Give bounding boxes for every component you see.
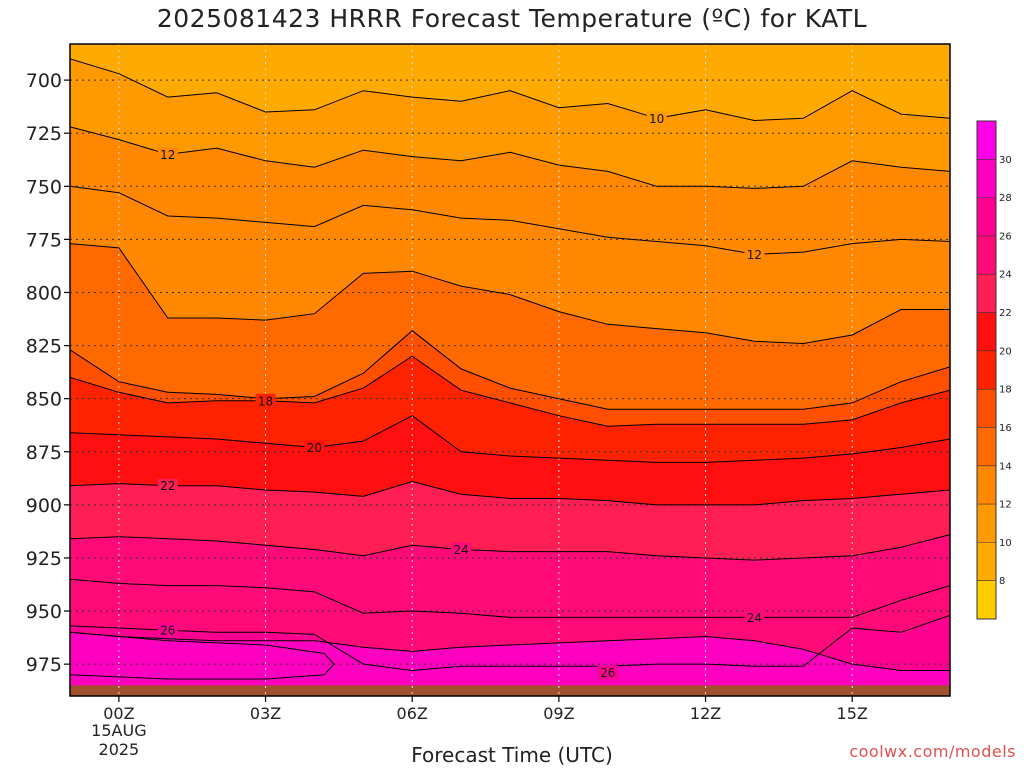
x-date-label-day: 15AUG [91, 721, 146, 740]
colorbar-label-18: 18 [999, 385, 1012, 396]
isotherm-22-7 [70, 480, 950, 506]
ground-surface [70, 685, 950, 696]
isotherm-12-2 [70, 185, 950, 255]
contour-label-9-bg [744, 610, 765, 625]
contour-label-7-bg [157, 478, 178, 493]
x-tick-label-15Z: 15Z [837, 704, 868, 723]
contour-label-1-bg [157, 147, 178, 162]
isotherm-14-3 [70, 243, 950, 345]
contour-label-2-bg [744, 247, 765, 262]
colorbar-label-12: 12 [999, 500, 1012, 511]
contour-label-8-bg [451, 542, 472, 557]
colorbar-segment-1 [977, 542, 996, 581]
colorbar-segment-0 [977, 580, 996, 619]
colorbar-label-28: 28 [999, 193, 1012, 204]
x-date-label-year: 2025 [99, 740, 140, 759]
y-tick-label-725: 725 [26, 123, 62, 145]
y-tick-label-975: 975 [26, 654, 62, 676]
colorbar-label-8: 8 [999, 576, 1005, 587]
isotherm-20-6 [70, 415, 950, 463]
isotherm-28-11 [70, 631, 950, 671]
plot-frame [69, 43, 951, 697]
contour-label-bottom: 26 [600, 666, 615, 680]
y-tick-label-950: 950 [26, 601, 62, 623]
contour-label-5-bg [255, 393, 276, 408]
colorbar-segment-11 [977, 159, 996, 198]
colorbar-label-24: 24 [999, 270, 1012, 281]
colorbar-label-10: 10 [999, 538, 1012, 549]
y-tick-label-800: 800 [26, 282, 62, 304]
contour-label-10-bg [157, 623, 178, 638]
isotherm-26-10 [70, 614, 950, 672]
colorbar-segment-9 [977, 235, 996, 275]
credit-text: coolwx.com/models [849, 742, 1016, 761]
colorbar-label-26: 26 [999, 231, 1012, 242]
isotherm-12-1 [70, 126, 950, 189]
warm-pocket-band [70, 632, 334, 679]
colorbar-segment-2 [977, 504, 996, 543]
contour-label-7: 22 [160, 479, 175, 493]
contour-label-6: 20 [307, 441, 322, 455]
colorbar-segment-12 [977, 121, 996, 160]
contour-label-bottom-bg [597, 665, 618, 680]
colorbar-frame [976, 120, 997, 620]
isotherm-18-5 [70, 355, 950, 427]
x-tick-label-03Z: 03Z [250, 704, 281, 723]
isotherm-warm-pocket [70, 631, 335, 680]
contour-label-9: 24 [747, 611, 762, 625]
colorbar-segment-6 [977, 350, 996, 390]
colorbar-label-30: 30 [999, 155, 1012, 166]
contour-label-10: 26 [160, 624, 175, 638]
y-tick-label-875: 875 [26, 442, 62, 464]
isotherm-24-8 [70, 534, 950, 561]
x-tick-label-06Z: 06Z [397, 704, 428, 723]
isotherm-24-9 [70, 578, 950, 618]
y-tick-label-925: 925 [26, 548, 62, 570]
colorbar-label-14: 14 [999, 461, 1012, 472]
colorbar-segment-10 [977, 197, 996, 236]
colorbar-label-20: 20 [999, 346, 1012, 357]
colorbar-segment-4 [977, 427, 996, 466]
y-tick-label-900: 900 [26, 495, 62, 517]
isotherm-16-4 [70, 330, 950, 410]
contour-label-5: 18 [258, 394, 273, 408]
colorbar-label-22: 22 [999, 308, 1012, 319]
contour-label-0: 10 [649, 112, 664, 126]
isotherm-10-0 [70, 58, 950, 122]
x-tick-label-00Z: 00Z [103, 704, 134, 723]
y-tick-label-700: 700 [26, 70, 62, 92]
colorbar-segment-7 [977, 312, 996, 351]
contour-label-1: 12 [160, 148, 175, 162]
x-tick-label-12Z: 12Z [690, 704, 721, 723]
contour-label-2: 12 [747, 248, 762, 262]
colorbar-segment-8 [977, 274, 996, 313]
y-tick-label-775: 775 [26, 229, 62, 251]
y-tick-label-750: 750 [26, 176, 62, 198]
x-tick-label-09Z: 09Z [543, 704, 574, 723]
colorbar-label-16: 16 [999, 423, 1012, 434]
chart-title: 2025081423 HRRR Forecast Temperature (ºC… [156, 4, 868, 33]
colorbar-segment-5 [977, 389, 996, 428]
contour-label-0-bg [646, 111, 667, 126]
y-tick-label-850: 850 [26, 389, 62, 411]
colorbar-segment-3 [977, 465, 996, 505]
contour-label-6-bg [304, 440, 325, 455]
contour-label-8: 24 [453, 543, 468, 557]
x-axis-label: Forecast Time (UTC) [411, 743, 613, 767]
y-tick-label-825: 825 [26, 336, 62, 358]
